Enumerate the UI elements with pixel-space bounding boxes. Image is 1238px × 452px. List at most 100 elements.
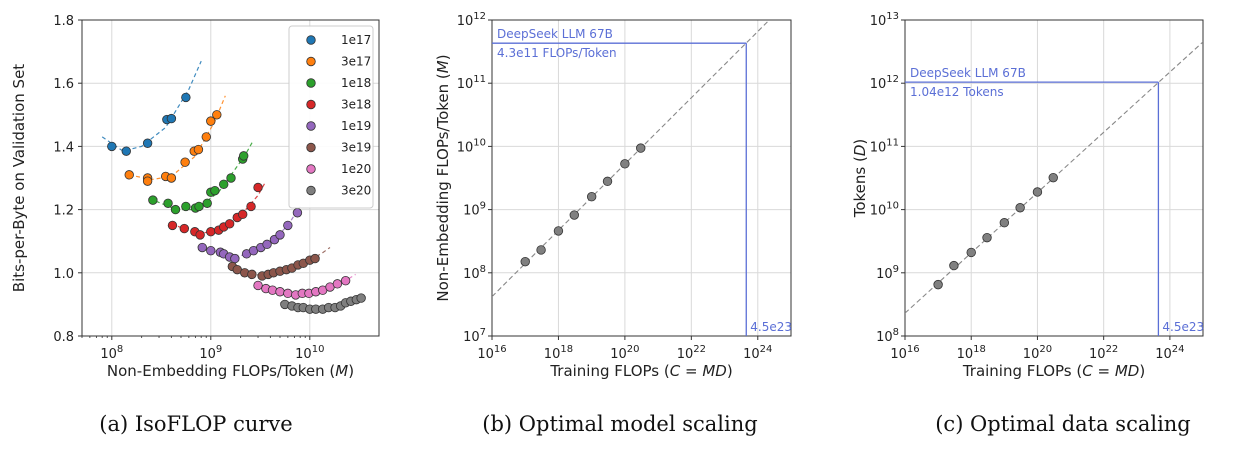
data-point-3e18 — [179, 223, 190, 234]
caption: (a) IsoFLOP curve — [99, 412, 292, 436]
legend-marker-1e17 — [306, 35, 316, 45]
legend-label-3e20: 3e20 — [341, 184, 371, 198]
y-tick-label: 109 — [876, 264, 899, 282]
legend: 1e17 3e17 1e18 3e18 1e19 3e19 1e20 3e20 — [288, 25, 374, 209]
data-point — [569, 210, 579, 220]
data-point-3e17 — [124, 170, 134, 180]
x-tick-label: 1024 — [743, 344, 772, 362]
data-point-3e17 — [166, 173, 177, 183]
data-point — [536, 245, 546, 255]
axes-frame — [81, 19, 380, 337]
data-point-1e19 — [262, 239, 272, 250]
data-point-1e18 — [239, 151, 249, 161]
data-point — [949, 260, 959, 271]
data-point-3e17 — [206, 116, 216, 126]
x-tick-label: 1016 — [890, 344, 919, 362]
data-point-3e18 — [224, 219, 235, 229]
x-axis-label: Non-Embedding FLOPs/Token (M) — [107, 362, 354, 380]
legend-marker-3e18 — [306, 99, 316, 110]
x-tick-label: 109 — [199, 344, 222, 362]
chart-b: 107 108 109 1010 1011 1012 1016 1018 1020 1022 102… — [434, 11, 792, 436]
data-point-3e17 — [212, 110, 222, 120]
data-point-3e20 — [356, 293, 366, 303]
y-tick-label: 1011 — [457, 74, 486, 92]
y-axis-label: Tokens (D) — [851, 139, 869, 219]
axes-frame — [904, 19, 1204, 337]
y-tick-label: 1010 — [457, 137, 486, 155]
y-tick-label: 1.0 — [53, 267, 74, 282]
y-tick-label: 1.2 — [53, 204, 74, 219]
caption: (b) Optimal model scaling — [482, 412, 757, 436]
data-point — [933, 279, 943, 290]
data-point — [620, 159, 630, 169]
annotation: DeepSeek LLM 67B 4.3e11 FLOPs/Token 4.5e23 — [492, 27, 792, 336]
data-point — [999, 218, 1010, 228]
axes-frame — [491, 19, 792, 337]
y-tick-label: 1012 — [870, 74, 899, 92]
data-point-3e18 — [206, 227, 216, 237]
data-point-3e19 — [310, 253, 320, 264]
data-point — [1015, 203, 1025, 213]
plot-area — [101, 60, 366, 314]
legend-label-1e17: 1e17 — [341, 33, 371, 47]
annotation-value: 4.3e11 FLOPs/Token — [497, 46, 617, 60]
y-tick-label: 0.8 — [53, 330, 74, 345]
data-point-3e17 — [201, 132, 211, 142]
data-point-3e18 — [167, 220, 178, 231]
data-point-1e20 — [283, 288, 293, 299]
legend-label-3e18: 3e18 — [341, 98, 371, 112]
x-tick-label: 1018 — [957, 344, 986, 362]
data-point-1e19 — [230, 253, 240, 264]
data-point-1e18 — [163, 198, 173, 208]
y-tick-label: 109 — [463, 201, 486, 219]
legend-marker-1e18 — [306, 78, 316, 88]
caption: (c) Optimal data scaling — [935, 412, 1191, 436]
data-point-1e17 — [181, 92, 191, 103]
x-tick-label: 1022 — [677, 344, 706, 362]
legend-label-3e19: 3e19 — [341, 141, 371, 155]
data-point — [1032, 187, 1043, 197]
data-point-1e18 — [194, 201, 204, 212]
data-point — [636, 143, 646, 153]
plot-area — [905, 41, 1203, 314]
data-point-3e18 — [253, 182, 263, 193]
x-axis-label: Training FLOPs (C = MD) — [962, 362, 1145, 380]
x-tick-label: 1022 — [1089, 344, 1118, 362]
legend-label-1e18: 1e18 — [341, 76, 371, 90]
data-point-1e18 — [181, 201, 191, 212]
fit-curve-1e17 — [101, 60, 202, 152]
y-tick-label: 107 — [463, 327, 486, 345]
y-tick-label: 1012 — [457, 11, 486, 29]
data-point-1e17 — [107, 141, 117, 152]
y-axis-label: Non-Embedding FLOPs/Token (M) — [434, 54, 452, 301]
data-point-1e20 — [267, 285, 278, 295]
legend-marker-1e20 — [306, 164, 316, 174]
x-tick-label: 108 — [100, 344, 123, 362]
data-point — [982, 232, 992, 243]
annotation-x-label: 4.5e23 — [750, 320, 792, 334]
data-point-3e18 — [195, 230, 205, 240]
data-point — [966, 247, 976, 258]
y-tick-label: 1010 — [870, 201, 899, 219]
annotation-x-label: 4.5e23 — [1162, 320, 1204, 334]
data-point-3e19 — [247, 269, 257, 280]
annotation-title: DeepSeek LLM 67B — [910, 66, 1026, 80]
data-point-1e17 — [142, 138, 153, 148]
legend-marker-3e20 — [306, 185, 316, 196]
annotation: DeepSeek LLM 67B 1.04e12 Tokens 4.5e23 — [905, 66, 1204, 336]
chart-a: 0.8 1.0 1.2 1.4 1.6 1.8 108 109 1010Non-Embeddin… — [10, 14, 380, 436]
x-tick-label: 1016 — [477, 344, 506, 362]
y-tick-label: 1013 — [870, 11, 899, 29]
data-point-1e20 — [253, 280, 263, 291]
data-point-1e17 — [166, 113, 177, 124]
y-tick-label: 1.4 — [53, 140, 74, 155]
data-point-3e18 — [238, 209, 248, 220]
data-point — [1048, 172, 1058, 183]
chart-c: 108 109 1010 1011 1012 1013 1016 1018 1020 1022 10… — [851, 11, 1204, 436]
legend-marker-3e17 — [306, 56, 316, 67]
legend-label-1e20: 1e20 — [341, 162, 371, 176]
x-tick-label: 1018 — [544, 344, 573, 362]
x-axis-label: Training FLOPs (C = MD) — [549, 362, 732, 380]
data-point-1e19 — [197, 242, 207, 253]
